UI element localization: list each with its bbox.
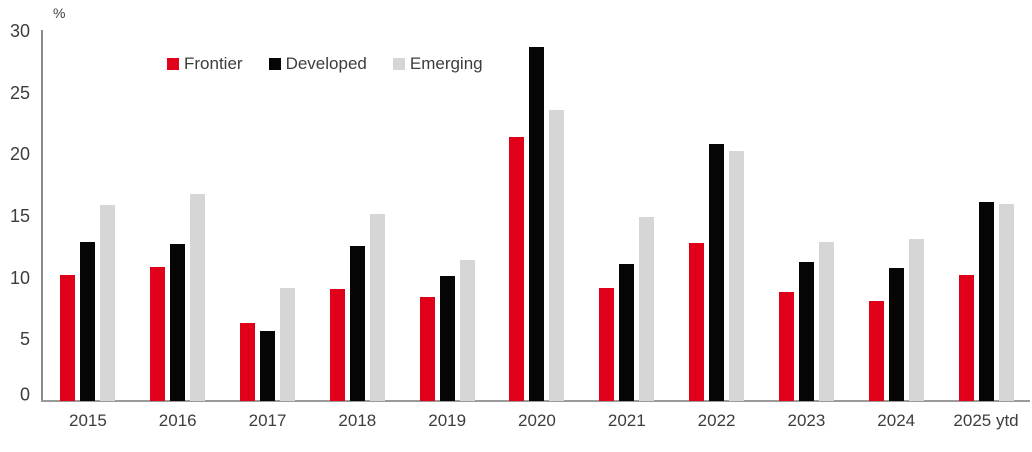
bar-emerging-2024 (908, 239, 924, 401)
y-tick-label-0: 0 (19, 384, 30, 405)
bar-frontier-2019 (419, 297, 435, 401)
bar-developed-2024 (888, 267, 904, 401)
bar-group-2021 (582, 31, 672, 401)
bar-emerging-2016 (190, 193, 206, 401)
bar-developed-2015 (80, 241, 96, 401)
legend-marker-emerging-icon (392, 58, 405, 70)
bar-emerging-2025-ytd (998, 203, 1014, 401)
x-axis-label-2015: 2015 (68, 411, 107, 430)
legend: Frontier Developed Emerging (167, 54, 483, 74)
y-tick-label-15: 15 (9, 206, 30, 226)
bar-emerging-2020 (549, 109, 565, 401)
x-axis-label-2017: 2017 (248, 411, 287, 430)
x-axis-label-2025-ytd: 2025 ytd (953, 411, 1019, 430)
bar-frontier-2016 (150, 266, 166, 401)
y-tick-label-5: 5 (19, 329, 30, 350)
bar-frontier-2018 (329, 288, 345, 401)
x-axis-label-2022: 2022 (697, 411, 736, 430)
bar-group-2024 (851, 31, 941, 401)
bar-frontier-2023 (778, 292, 794, 401)
bar-emerging-2015 (100, 204, 116, 401)
bar-emerging-2018 (369, 213, 385, 401)
bar-emerging-2017 (280, 287, 296, 401)
y-tick-label-30: 30 (9, 21, 30, 41)
x-axis-label-2019: 2019 (428, 411, 467, 430)
bar-developed-2017 (260, 330, 276, 401)
legend-marker-developed-icon (268, 58, 281, 70)
x-axis-label-2021: 2021 (607, 411, 646, 430)
bar-group-2017 (223, 31, 313, 401)
bar-frontier-2017 (240, 323, 256, 401)
x-axis-label-2024: 2024 (877, 411, 916, 430)
bar-group-2025-ytd (941, 31, 1031, 401)
bar-developed-2021 (619, 264, 635, 401)
legend-item-developed: Developed (268, 54, 367, 74)
bar-group-2022 (672, 31, 762, 401)
bar-frontier-2024 (868, 301, 884, 401)
bar-developed-2016 (170, 244, 186, 401)
bar-emerging-2019 (459, 260, 475, 401)
legend-label-developed: Developed (285, 54, 367, 73)
plot-area (43, 31, 1031, 401)
x-axis-label-2018: 2018 (338, 411, 377, 430)
bar-developed-2022 (709, 144, 725, 401)
bar-frontier-2021 (599, 287, 615, 401)
bar-developed-2025-ytd (978, 202, 994, 401)
bar-developed-2019 (439, 276, 455, 401)
bar-group-2019 (402, 31, 492, 401)
legend-label-emerging: Emerging (409, 54, 483, 73)
bar-emerging-2023 (818, 241, 834, 401)
y-tick-label-20: 20 (9, 144, 30, 165)
bar-developed-2023 (798, 261, 814, 401)
y-axis-line (41, 30, 43, 402)
legend-label-frontier: Frontier (184, 54, 243, 73)
bar-group-2016 (133, 31, 223, 401)
bar-group-2020 (492, 31, 582, 401)
y-axis-unit-label: % (53, 5, 66, 21)
bar-group-2015 (43, 31, 133, 401)
bar-frontier-2025-ytd (958, 275, 974, 401)
bar-developed-2020 (529, 47, 545, 401)
bar-emerging-2021 (639, 217, 655, 401)
y-tick-label-25: 25 (9, 82, 30, 103)
y-tick-label-10: 10 (9, 267, 30, 288)
bar-frontier-2022 (689, 243, 705, 401)
legend-item-frontier: Frontier (167, 54, 243, 74)
x-axis-label-2020: 2020 (518, 411, 556, 430)
x-axis-labels: 2015 2016 2017 2018 2019 2020 2021 2022 2023 2024… (43, 411, 1031, 431)
bar-emerging-2022 (729, 150, 745, 401)
bar-group-2018 (312, 31, 402, 401)
bar-frontier-2020 (509, 137, 525, 401)
legend-item-emerging: Emerging (392, 54, 483, 74)
x-axis-line (41, 400, 1030, 402)
x-axis-label-2016: 2016 (158, 411, 197, 430)
bar-group-2023 (762, 31, 852, 401)
bar-developed-2018 (349, 245, 365, 401)
x-axis-label-2023: 2023 (787, 411, 826, 430)
legend-marker-frontier-icon (167, 58, 179, 70)
bar-frontier-2015 (60, 275, 76, 401)
